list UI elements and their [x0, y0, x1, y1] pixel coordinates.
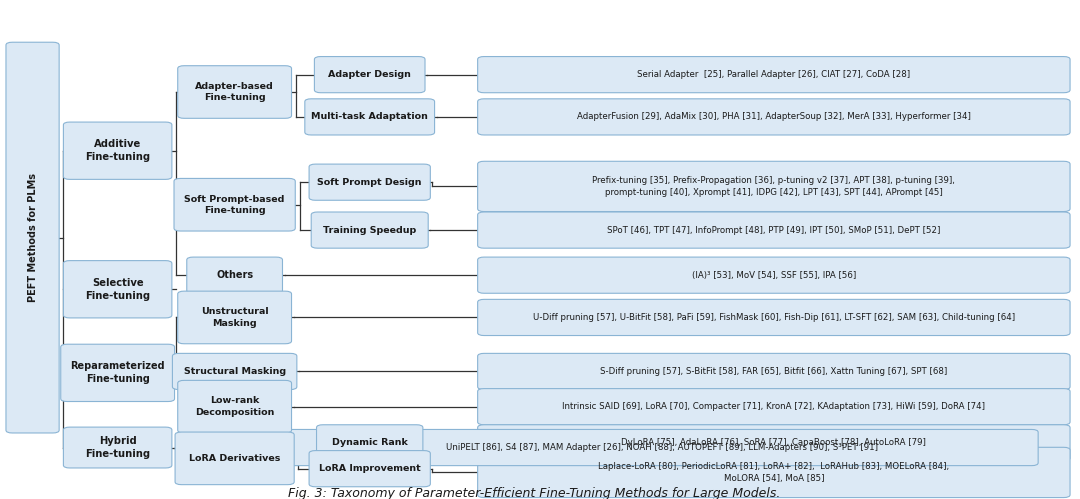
Text: Selective
Fine-tuning: Selective Fine-tuning — [85, 278, 150, 301]
Text: Low-rank
Decomposition: Low-rank Decomposition — [195, 396, 274, 417]
FancyBboxPatch shape — [477, 257, 1070, 293]
Text: Dynamic Rank: Dynamic Rank — [332, 438, 407, 447]
Text: Others: Others — [216, 270, 253, 280]
Text: Soft Prompt Design: Soft Prompt Design — [318, 178, 422, 187]
FancyBboxPatch shape — [477, 425, 1070, 461]
FancyBboxPatch shape — [178, 380, 292, 433]
Text: S-Diff pruning [57], S-BitFit [58], FAR [65], Bitfit [66], Xattn Tuning [67], SP: S-Diff pruning [57], S-BitFit [58], FAR … — [600, 367, 947, 376]
FancyBboxPatch shape — [187, 257, 283, 293]
FancyBboxPatch shape — [477, 56, 1070, 93]
Text: Adapter-based
Fine-tuning: Adapter-based Fine-tuning — [195, 82, 274, 102]
FancyBboxPatch shape — [64, 427, 172, 468]
Text: UniPELT [86], S4 [87], MAM Adapter [26], NOAH [88], AUTOPEFT [89], LLM-Adapters : UniPELT [86], S4 [87], MAM Adapter [26],… — [446, 443, 878, 452]
FancyBboxPatch shape — [175, 432, 294, 485]
Text: Prefix-tuning [35], Prefix-Propagation [36], p-tuning v2 [37], APT [38], p-tunin: Prefix-tuning [35], Prefix-Propagation [… — [593, 176, 956, 197]
Text: LoRA Improvement: LoRA Improvement — [319, 464, 420, 473]
FancyBboxPatch shape — [477, 447, 1070, 498]
FancyBboxPatch shape — [477, 161, 1070, 212]
FancyBboxPatch shape — [305, 99, 434, 135]
Text: Training Speedup: Training Speedup — [323, 226, 416, 235]
FancyBboxPatch shape — [311, 212, 428, 248]
FancyBboxPatch shape — [174, 179, 295, 231]
FancyBboxPatch shape — [286, 430, 1038, 466]
Text: U-Diff pruning [57], U-BitFit [58], PaFi [59], FishMask [60], Fish-Dip [61], LT-: U-Diff pruning [57], U-BitFit [58], PaFi… — [532, 313, 1015, 322]
FancyBboxPatch shape — [477, 389, 1070, 425]
Text: Additive
Fine-tuning: Additive Fine-tuning — [85, 139, 150, 162]
FancyBboxPatch shape — [309, 164, 430, 200]
FancyBboxPatch shape — [477, 99, 1070, 135]
FancyBboxPatch shape — [314, 56, 426, 93]
Text: AdapterFusion [29], AdaMix [30], PHA [31], AdapterSoup [32], MerA [33], Hyperfor: AdapterFusion [29], AdaMix [30], PHA [31… — [577, 112, 971, 121]
Text: Fig. 3: Taxonomy of Parameter-Efficient Fine-Tuning Methods for Large Models.: Fig. 3: Taxonomy of Parameter-Efficient … — [288, 487, 781, 499]
FancyBboxPatch shape — [178, 66, 292, 118]
FancyBboxPatch shape — [64, 260, 172, 318]
Text: DyLoRA [75], AdaLoRA [76], SoRA [77], CapaBoost [78], AutoLoRA [79]: DyLoRA [75], AdaLoRA [76], SoRA [77], Ca… — [621, 438, 927, 447]
FancyBboxPatch shape — [477, 353, 1070, 390]
FancyBboxPatch shape — [477, 299, 1070, 335]
Text: Hybrid
Fine-tuning: Hybrid Fine-tuning — [85, 436, 150, 459]
Text: PEFT Methods for PLMs: PEFT Methods for PLMs — [28, 173, 38, 302]
FancyBboxPatch shape — [6, 42, 59, 433]
Text: Multi-task Adaptation: Multi-task Adaptation — [311, 112, 428, 121]
Text: Serial Adapter  [25], Parallel Adapter [26], CIAT [27], CoDA [28]: Serial Adapter [25], Parallel Adapter [2… — [637, 70, 910, 79]
Text: (IA)³ [53], MoV [54], SSF [55], IPA [56]: (IA)³ [53], MoV [54], SSF [55], IPA [56] — [691, 270, 856, 279]
FancyBboxPatch shape — [477, 212, 1070, 248]
Text: SPoT [46], TPT [47], InfoPrompt [48], PTP [49], IPT [50], SMoP [51], DePT [52]: SPoT [46], TPT [47], InfoPrompt [48], PT… — [607, 226, 941, 235]
FancyBboxPatch shape — [64, 122, 172, 179]
Text: Intrinsic SAID [69], LoRA [70], Compacter [71], KronA [72], KAdaptation [73], Hi: Intrinsic SAID [69], LoRA [70], Compacte… — [563, 402, 985, 411]
Text: Reparameterized
Fine-tuning: Reparameterized Fine-tuning — [70, 361, 165, 384]
FancyBboxPatch shape — [178, 291, 292, 344]
Text: Adapter Design: Adapter Design — [328, 70, 411, 79]
Text: LoRA Derivatives: LoRA Derivatives — [189, 454, 281, 463]
FancyBboxPatch shape — [309, 451, 430, 487]
Text: Unstructural
Masking: Unstructural Masking — [201, 307, 269, 328]
Text: Laplace-LoRA [80], PeriodicLoRA [81], LoRA+ [82],  LoRAHub [83], MOELoRA [84],
M: Laplace-LoRA [80], PeriodicLoRA [81], Lo… — [598, 462, 949, 483]
FancyBboxPatch shape — [316, 425, 423, 461]
FancyBboxPatch shape — [60, 344, 175, 402]
Text: Soft Prompt-based
Fine-tuning: Soft Prompt-based Fine-tuning — [185, 195, 285, 215]
FancyBboxPatch shape — [173, 353, 297, 390]
Text: Structural Masking: Structural Masking — [184, 367, 286, 376]
